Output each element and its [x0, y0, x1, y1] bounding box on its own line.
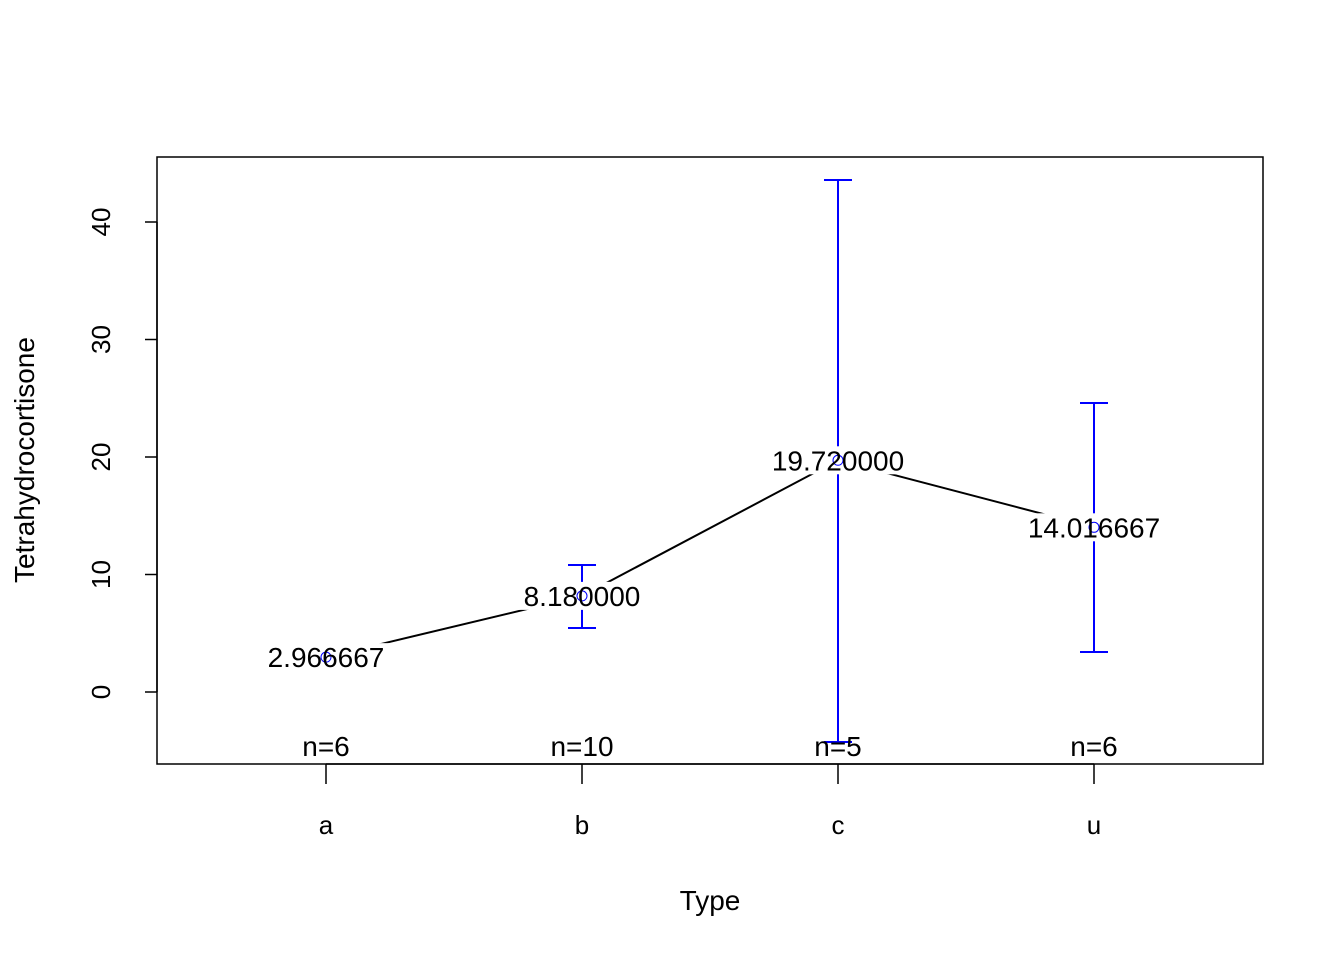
n-label: n=6	[1070, 731, 1118, 762]
mean-label: 14.016667	[1028, 512, 1160, 543]
mean-point	[576, 590, 588, 602]
x-tick-label: a	[319, 810, 334, 840]
n-label: n=5	[814, 731, 862, 762]
mean-point	[1088, 521, 1100, 533]
x-axis-label: Type	[680, 885, 741, 916]
mean-label-bg	[1022, 513, 1166, 542]
y-tick-label: 30	[86, 325, 116, 354]
y-tick-label: 20	[86, 443, 116, 472]
y-tick-label: 40	[86, 208, 116, 237]
mean-label-bg	[254, 643, 398, 672]
n-label: n=10	[550, 731, 613, 762]
n-label: n=6	[302, 731, 350, 762]
x-tick-label: b	[575, 810, 589, 840]
mean-label-bg	[766, 446, 910, 475]
mean-line	[325, 459, 1095, 659]
mean-label: 2.966667	[268, 642, 385, 673]
mean-label-bg	[510, 581, 654, 610]
mean-label: 8.180000	[524, 581, 641, 612]
mean-point	[320, 651, 332, 663]
mean-point	[832, 454, 844, 466]
mean-label: 19.720000	[772, 445, 904, 476]
y-tick-label: 10	[86, 560, 116, 589]
x-tick-label: c	[832, 810, 845, 840]
y-axis-label: Tetrahydrocortisone	[9, 337, 40, 583]
y-tick-label: 0	[86, 685, 116, 699]
x-tick-label: u	[1087, 810, 1101, 840]
